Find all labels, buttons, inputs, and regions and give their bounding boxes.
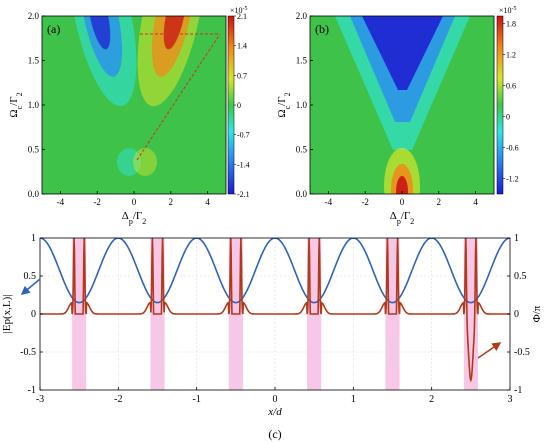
y-tick-label-left: -1 (28, 385, 36, 396)
x-axis-label: Δp/Γ2 (122, 210, 147, 226)
panel-b-axes: -4 -2 0 2 4 0.0 0.5 1.0 1.5 2.0 Δp/Γ2 Ωc/Γ2 (276, 11, 478, 226)
panel-a-heatmap (69, 16, 221, 176)
y-tick-label-right: -1 (514, 385, 522, 396)
heatmap-a-lobe-neg-core (87, 16, 111, 50)
x-axis-label: x/d (267, 406, 282, 418)
panel-c-axes: -3 -2 -1 0 1 2 3 1 0.5 0 -0.5 -1 1 0.5 0 -0.5 -1 x/d |Ep(x… (1, 233, 543, 418)
colorbar-tick-label: -1.4 (237, 160, 250, 169)
y-tick-label-right: 0.5 (514, 271, 527, 282)
panel-b-heatmap (335, 16, 470, 194)
colorbar-tick-label: 0 (237, 101, 241, 110)
colorbar-tick-label: 0 (506, 113, 510, 122)
x-tick-label: 0 (132, 197, 137, 207)
x-tick-label: 2 (437, 197, 442, 207)
x-tick-label: -4 (57, 197, 65, 207)
y-tick-label: 0.5 (296, 145, 308, 155)
colorbar-tick-label: 2.1 (237, 12, 247, 21)
panel-b: (b) -4 -2 0 2 4 0.0 0.5 1.0 1.5 2.0 Δp/Γ2 Ωc/Γ2 1.8… (276, 6, 519, 226)
y-axis-label-left: |Ep(x,L)| (1, 295, 13, 334)
heatmap-a-low-pos (133, 148, 157, 176)
x-axis-label: Δp/Γ2 (390, 210, 415, 226)
colorbar-scale: ×10-5 (499, 6, 517, 15)
panel-c: -3 -2 -1 0 1 2 3 1 0.5 0 -0.5 -1 1 0.5 0 -0.5 -1 x/d |Ep(x… (1, 233, 543, 441)
panel-a-label: (a) (47, 22, 60, 36)
y-tick-label: 2.0 (28, 11, 40, 21)
x-tick-label: -1 (192, 394, 200, 405)
x-tick-label: 4 (205, 197, 210, 207)
x-tick-label: 0 (400, 197, 405, 207)
arrow-left-axis (20, 278, 41, 295)
y-tick-label-right: 0 (514, 309, 519, 320)
colorbar-tick-label: -0.7 (237, 131, 250, 140)
y-tick-label-left: 0.5 (24, 271, 37, 282)
x-tick-label: 1 (351, 394, 356, 405)
y-tick-label: 0.5 (28, 145, 40, 155)
colorbar-tick-label: 1.4 (237, 42, 247, 51)
colorbar-tick-label: 0.7 (237, 71, 247, 80)
x-tick-label: -2 (93, 197, 101, 207)
colorbar-tick-label: 1.8 (506, 20, 516, 29)
series-phase (40, 238, 510, 383)
colorbar-b (496, 15, 504, 195)
heatmap-a-lobe-neg-mid (79, 16, 123, 77)
panel-b-label: (b) (315, 22, 329, 36)
x-tick-label: 0 (273, 394, 278, 405)
x-tick-label: -4 (325, 197, 333, 207)
colorbar-tick-label: 1.2 (506, 51, 516, 60)
y-tick-label-right: 1 (514, 233, 519, 244)
panel-a-axes: -4 -2 0 2 4 0.0 0.5 1.0 1.5 2.0 Δp/Γ2 Ωc/Γ2 (8, 11, 210, 226)
arrow-right-axis (477, 342, 502, 359)
y-tick-label: 1.5 (28, 56, 40, 66)
y-axis-label: Ωc/Γ2 (8, 92, 24, 117)
y-axis-label-right: Φ/π (531, 305, 543, 322)
x-tick-label: -3 (36, 394, 44, 405)
y-tick-label: 0.0 (28, 189, 40, 199)
y-tick-label-left: 0 (31, 309, 36, 320)
panel-c-label: (c) (268, 427, 281, 441)
heatmap-a-lobe-pos-core (163, 16, 187, 50)
heatmap-a-dashed-line (136, 33, 221, 161)
x-tick-label: 2 (429, 394, 434, 405)
x-tick-label: 4 (473, 197, 478, 207)
y-tick-label-left: 1 (31, 233, 36, 244)
y-tick-label: 2.0 (296, 11, 308, 21)
colorbar-a (227, 15, 235, 195)
y-axis-label: Ωc/Γ2 (276, 92, 292, 117)
colorbar-tick-label: 0.6 (506, 82, 516, 91)
heatmap-a-lobe-pos-mid (151, 16, 195, 77)
colorbar-tick-label: -0.6 (506, 144, 519, 153)
panel-b-colorbar: 1.8 1.2 0.6 0 -0.6 -1.2 ×10-5 (496, 6, 519, 195)
x-tick-label: -2 (361, 197, 369, 207)
colorbar-tick-label: -1.2 (506, 175, 519, 184)
y-tick-label: 1.0 (28, 100, 40, 110)
y-tick-label: 1.0 (296, 100, 308, 110)
x-tick-label: 2 (169, 197, 174, 207)
colorbar-tick-label: -2.1 (237, 190, 250, 199)
y-tick-label: 1.5 (296, 56, 308, 66)
x-tick-label: 3 (508, 394, 513, 405)
x-tick-label: -2 (114, 394, 122, 405)
colorbar-scale: ×10-5 (230, 6, 248, 15)
y-tick-label-right: -0.5 (514, 347, 530, 358)
y-tick-label-left: -0.5 (20, 347, 36, 358)
panel-a: (a) -4 -2 0 2 4 0.0 0.5 1.0 1.5 2.0 Δp/Γ2 Ωc/Γ2 2.1… (8, 6, 250, 226)
heatmap-b-v-core (362, 16, 443, 90)
panel-a-colorbar: 2.1 1.4 0.7 0 -0.7 -1.4 -2.1 ×10-5 (227, 6, 250, 199)
highlight-band (463, 238, 478, 390)
heatmap-b-peak-core (396, 176, 408, 194)
heatmap-a-low-neg (117, 148, 141, 176)
y-tick-label: 0.0 (296, 189, 308, 199)
